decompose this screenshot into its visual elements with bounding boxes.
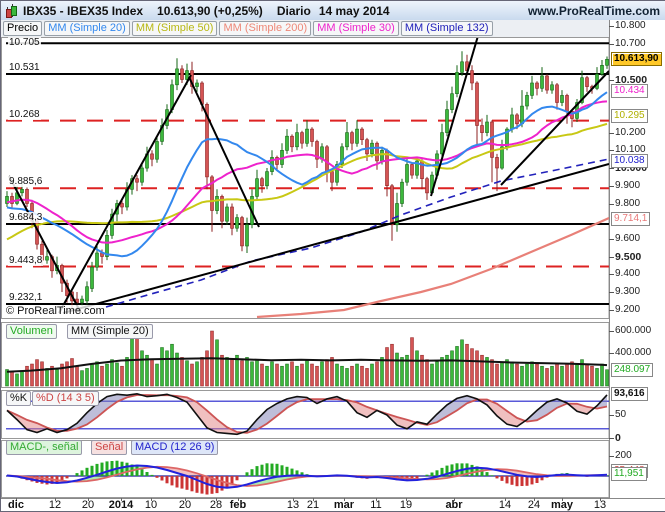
macd-value-box: 11,951 <box>611 467 647 481</box>
price-level-label: 9.885,6 <box>8 176 43 187</box>
volume-axis-tick: 400.000 <box>615 347 651 358</box>
time-axis-label: 24 <box>528 499 540 511</box>
macd-signal-label[interactable]: Señal <box>91 440 127 455</box>
time-axis-label: 13 <box>287 499 299 511</box>
time-axis-label: abr <box>445 499 462 511</box>
price-axis-tickmark <box>609 239 614 240</box>
indicator-value-box: 10.434 <box>611 84 648 98</box>
time-axis-label: 13 <box>594 499 606 511</box>
time-axis-label: 21 <box>307 499 319 511</box>
price-level-label: 9.232,1 <box>8 292 43 303</box>
macd-main-label[interactable]: MACD (12 26 9) <box>131 440 218 455</box>
stoch-d-label[interactable]: %D (14 3 5) <box>32 391 99 406</box>
volume-value-box: 248.097 <box>611 363 653 377</box>
price-axis-tick: 10.700 <box>615 38 646 49</box>
volume-axis-tickmark <box>609 331 614 332</box>
price-axis-tick: 9.300 <box>615 286 640 297</box>
indicator-value-box: 10.038 <box>611 154 648 168</box>
price-axis-tickmark <box>609 186 614 187</box>
price-axis-tickmark <box>609 204 614 205</box>
price-axis-tick: 10.800 <box>615 20 646 31</box>
time-axis-label: 14 <box>499 499 511 511</box>
stoch-k-label[interactable]: %K <box>6 391 31 406</box>
indicator-value-box: 9.714,1 <box>611 212 650 226</box>
indicator-value-box: 10.295 <box>611 109 648 123</box>
price-axis-tickmark <box>609 292 614 293</box>
price-level-label: 10.705 <box>8 37 41 48</box>
price-level-label: 10.268 <box>8 109 41 120</box>
volume-label[interactable]: Volumen <box>6 324 57 339</box>
price-axis-tick: 9.600 <box>615 233 640 244</box>
price-axis-tickmark <box>609 150 614 151</box>
price-axis-tickmark <box>609 310 614 311</box>
time-axis-label: 2014 <box>109 499 133 511</box>
time-axis-label: dic <box>8 499 24 511</box>
time-axis-label: 20 <box>179 499 191 511</box>
price-level-label: 9.684,3 <box>8 212 43 223</box>
stoch-axis-tickmark <box>609 438 614 439</box>
price-axis-tick: 9.900 <box>615 180 640 191</box>
time-axis-label: 10 <box>145 499 157 511</box>
price-axis-tick: 9.400 <box>615 268 640 279</box>
price-axis-tickmark <box>609 257 614 258</box>
macd-axis-tickmark <box>609 456 614 457</box>
macd-hist-label[interactable]: MACD-, señal <box>6 440 82 455</box>
stoch-value-box: 93,616 <box>611 387 648 401</box>
price-axis-tickmark <box>609 274 614 275</box>
time-axis-label: 19 <box>400 499 412 511</box>
volume-axis-tickmark <box>609 353 614 354</box>
copyright-label: © ProRealTime.com <box>6 305 105 317</box>
time-axis-label: 12 <box>49 499 61 511</box>
price-axis-tickmark <box>609 26 614 27</box>
stoch-axis-tick: 0 <box>615 432 621 444</box>
last-price-box: 10.613,90 <box>611 52 662 66</box>
time-axis-label: feb <box>230 499 247 511</box>
price-level-label: 9.443,8 <box>8 255 43 266</box>
price-axis-tickmark <box>609 133 614 134</box>
price-axis-tickmark <box>609 80 614 81</box>
price-axis-tick: 9.500 <box>615 251 641 263</box>
time-axis-label: mar <box>334 499 354 511</box>
macd-axis-tick: 200 <box>615 450 632 461</box>
time-axis-label: 20 <box>82 499 94 511</box>
time-axis-label: may <box>551 499 573 511</box>
time-axis-label: 11 <box>370 499 381 511</box>
price-axis-tick: 10.200 <box>615 127 646 138</box>
volume-axis-tick: 600.000 <box>615 325 651 336</box>
price-axis-tickmark <box>609 44 614 45</box>
stoch-axis-tick: 50 <box>615 409 626 420</box>
price-axis-tick: 9.800 <box>615 198 640 209</box>
stoch-axis-tickmark <box>609 415 614 416</box>
time-axis-label: 28 <box>210 499 222 511</box>
price-axis-tick: 9.200 <box>615 304 640 315</box>
volume-ma-label[interactable]: MM (Simple 20) <box>67 324 153 339</box>
price-level-label: 10.531 <box>8 62 41 73</box>
